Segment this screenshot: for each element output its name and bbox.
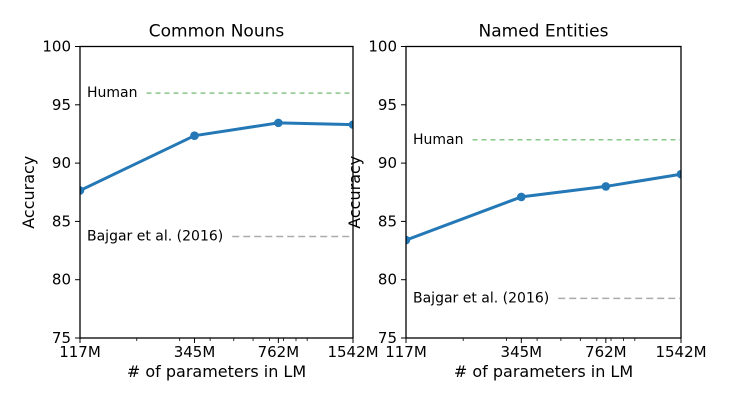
x-tick-label: 762M: [585, 343, 627, 361]
y-axis-label: Accuracy: [345, 156, 364, 229]
y-axis-label: Accuracy: [19, 156, 38, 229]
reference-line-label-human: Human: [413, 132, 464, 148]
series-line: [80, 121, 353, 192]
x-tick-label: 762M: [258, 343, 300, 361]
x-axis-label: # of parameters in LM: [127, 362, 306, 381]
series-named-entities: [406, 169, 681, 245]
x-tick-label: 1542M: [655, 343, 706, 361]
data-point-marker: [601, 182, 611, 191]
y-tick-label: 80: [52, 271, 71, 289]
data-point-marker: [190, 131, 199, 140]
data-point-marker: [348, 120, 353, 129]
x-axis-label: # of parameters in LM: [454, 362, 633, 381]
x-tick-label: 117M: [385, 343, 427, 361]
y-tick-label: 95: [378, 96, 397, 114]
series-common-nouns: [80, 118, 353, 195]
x-tick-label: 345M: [501, 343, 543, 361]
x-tick-label: 1542M: [327, 343, 378, 361]
x-tick-label: 117M: [59, 343, 101, 361]
y-tick-label: 95: [52, 96, 71, 114]
y-tick-label: 100: [368, 38, 397, 56]
axes-spines: [79, 45, 354, 339]
axes-spines: [405, 45, 682, 339]
plot-title: Common Nouns: [149, 22, 285, 42]
subplot-common-nouns: 75 80 85 90 95 100 117M 345M 762M 1542M Human Bajga…: [19, 22, 379, 382]
y-tick-label: 100: [42, 38, 71, 56]
x-tick-label: 345M: [174, 343, 216, 361]
data-point-marker: [406, 235, 411, 245]
y-tick-label: 90: [52, 154, 71, 172]
data-point-marker: [517, 192, 526, 202]
series-line: [406, 172, 681, 242]
data-point-marker: [676, 169, 681, 179]
y-tick-label: 85: [378, 212, 397, 230]
y-tick-label: 90: [378, 154, 397, 172]
reference-line-label-bajgar-et-al-2016: Bajgar et al. (2016): [87, 229, 223, 245]
reference-line-label-bajgar-et-al-2016: Bajgar et al. (2016): [413, 290, 549, 306]
y-tick-label: 75: [378, 329, 397, 347]
y-tick-label: 75: [52, 329, 71, 347]
data-point-marker: [274, 118, 283, 128]
plot-title: Named Entities: [479, 22, 609, 42]
reference-line-label-human: Human: [87, 85, 138, 101]
subplot-named-entities: 75 80 85 90 95 100 117M 345M 762M 1542M Human Bajga…: [345, 22, 707, 382]
data-point-marker: [80, 186, 85, 195]
y-tick-label: 80: [378, 271, 397, 289]
y-tick-label: 85: [52, 212, 71, 230]
